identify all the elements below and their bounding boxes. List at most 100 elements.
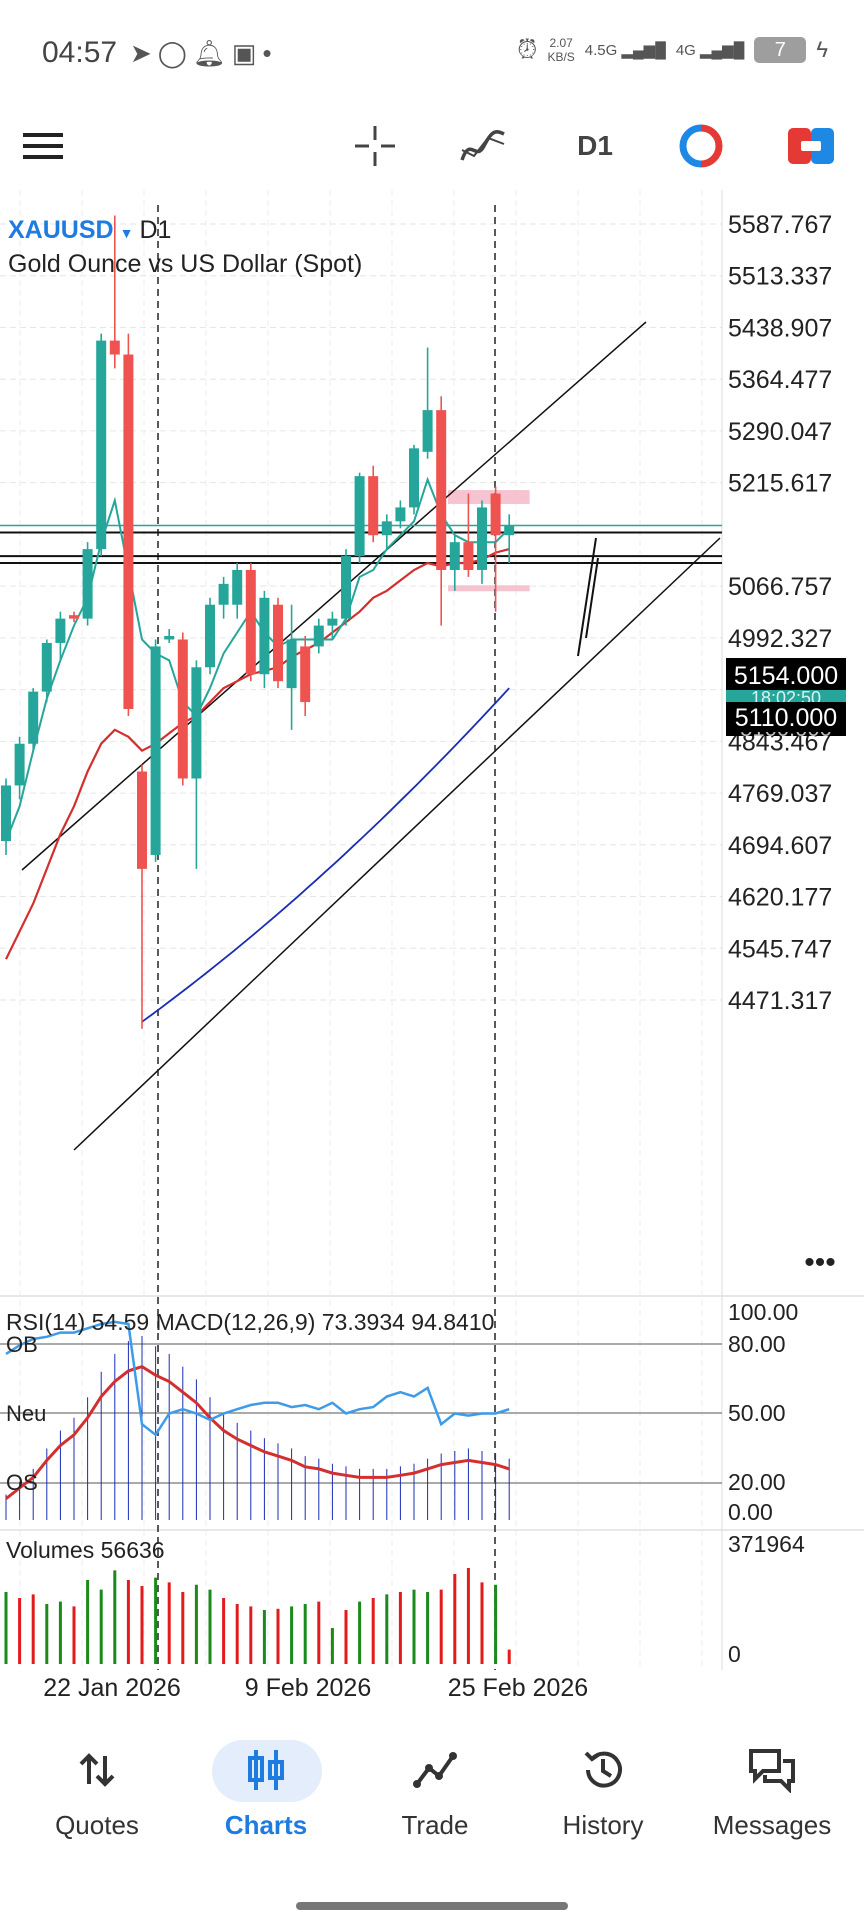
signal-2-label: 4G [675,42,696,59]
moving-averages [5,476,510,1023]
volumes-header: Volumes 56636 [6,1537,165,1563]
candle-body [109,340,120,355]
symbol-description: Gold Ounce vs US Dollar (Spot) [8,250,362,278]
candle-body [341,556,351,619]
signal-bars-icon: ▂▄▆█ [700,42,745,59]
supply-demand-zone [448,490,530,504]
chart-toolbar: D1 [0,110,864,182]
candle-body [177,639,188,779]
candle-body [1,785,11,842]
gallery-icon: ▣ [231,38,263,68]
candle-body [205,604,215,668]
nav-trade[interactable]: Trade [365,1740,505,1870]
status-right: ⏰︎ 2.07 KB/S 4.5G ▂▄▆█ 4G ▂▄▆█ 7 ϟ [517,34,828,66]
net-speed-value: 2.07 [549,36,573,50]
trend-channel [21,321,721,1151]
status-time: 04:57 [42,36,118,69]
notification-icons: ➤◯🔔︎▣• [130,38,278,69]
os-label: OS [6,1470,38,1495]
candle-body [368,476,379,536]
nav-history[interactable]: History [533,1740,673,1870]
price-label: 5513.337 [728,263,832,291]
zones [448,490,530,592]
neu-label: Neu [6,1401,46,1426]
candle-body [490,493,501,536]
indicator-header: RSI(14) 54.59 MACD(12,26,9) 73.3934 94.8… [6,1309,494,1335]
candle-body [422,410,433,452]
level-label: 5110.000 [735,704,837,732]
candle-body [164,636,175,640]
chart-grid [0,190,722,1670]
nav-label: Quotes [55,1810,139,1840]
symbol-dropdown-icon: ▼ [120,225,134,241]
crosshair-icon[interactable] [350,122,400,170]
level-badge-bg [726,702,846,732]
scale-50: 50.00 [728,1400,786,1426]
candle-body [395,507,406,522]
battery-indicator: 7 [754,37,807,63]
candle-body [300,646,311,703]
telegram-icon: ➤ [130,38,158,68]
candle-body [327,618,338,626]
price-label: 4992.327 [728,625,832,653]
macd-histogram [5,1335,510,1520]
one-click-trade-icon[interactable] [786,122,836,170]
period-separators [157,205,496,1670]
price-label: 5215.617 [728,470,832,498]
price-scale: 5587.767 5513.337 5438.907 5364.477 5290.047… [728,211,832,1015]
bell-icon: 🔔︎ [192,38,232,68]
nav-charts[interactable]: Charts [196,1740,336,1870]
messages-chat-icon [702,1740,842,1800]
supply-demand-zone [448,585,530,592]
hamburger-menu-icon[interactable] [18,122,68,170]
signal-1-label: 4.5G [584,42,618,59]
more-dots-icon[interactable]: ••• [804,1246,836,1279]
channel-lower-line [73,537,721,1151]
price-label: 5587.767 [728,211,832,239]
charging-icon: ϟ [816,37,828,62]
candle-body [273,604,283,682]
candle-body [82,549,93,619]
price-label: 4769.037 [728,780,832,808]
chart-area[interactable]: XAUUSD ▼ D1 Gold Ounce vs US Dollar (Spot)… [0,190,864,1710]
candle-body [14,743,25,786]
scale-100: 100.00 [728,1299,798,1325]
scale-80: 80.00 [728,1331,786,1357]
price-label: 4694.607 [728,832,832,860]
color-circle-icon[interactable] [676,122,726,170]
history-clock-icon [533,1740,673,1800]
chart-svg[interactable]: XAUUSD ▼ D1 Gold Ounce vs US Dollar (Spot)… [0,190,864,1710]
nav-label: History [562,1810,644,1840]
channel-upper-line [21,321,647,871]
ma-long-line [141,687,510,1023]
candle-body [96,340,107,550]
price-label: 4471.317 [728,987,832,1015]
nav-quotes[interactable]: Quotes [27,1740,167,1870]
candle-body [409,448,419,508]
net-speed: 2.07 KB/S [547,36,574,64]
candle-body [55,618,66,643]
candle-body [449,542,460,570]
candle-body [218,583,229,605]
candle-body [477,507,487,570]
price-label: 4620.177 [728,884,832,912]
volume-bars [4,1568,511,1664]
home-indicator[interactable] [296,1902,568,1910]
rsi-line [5,1320,510,1437]
macd-signal-line [5,1364,510,1500]
timeframe-button[interactable]: D1 [577,130,613,161]
price-label: 4545.747 [728,935,832,963]
dot-icon: • [262,38,278,68]
chart-symbol-line[interactable]: XAUUSD ▼ D1 [8,216,171,244]
candle-body [504,525,515,536]
net-speed-unit: KB/S [547,50,575,64]
nav-label: Charts [224,1810,308,1840]
whatsapp-icon: ◯ [157,38,193,68]
date-label: 9 Feb 2026 [245,1674,372,1702]
candle-body [245,569,256,675]
nav-messages[interactable]: Messages [702,1740,842,1870]
signal-2: 4G ▂▄▆█ [676,41,745,59]
indicators-icon[interactable] [458,122,508,170]
trade-line-icon [365,1740,505,1800]
drawn-trend-line [577,537,597,657]
